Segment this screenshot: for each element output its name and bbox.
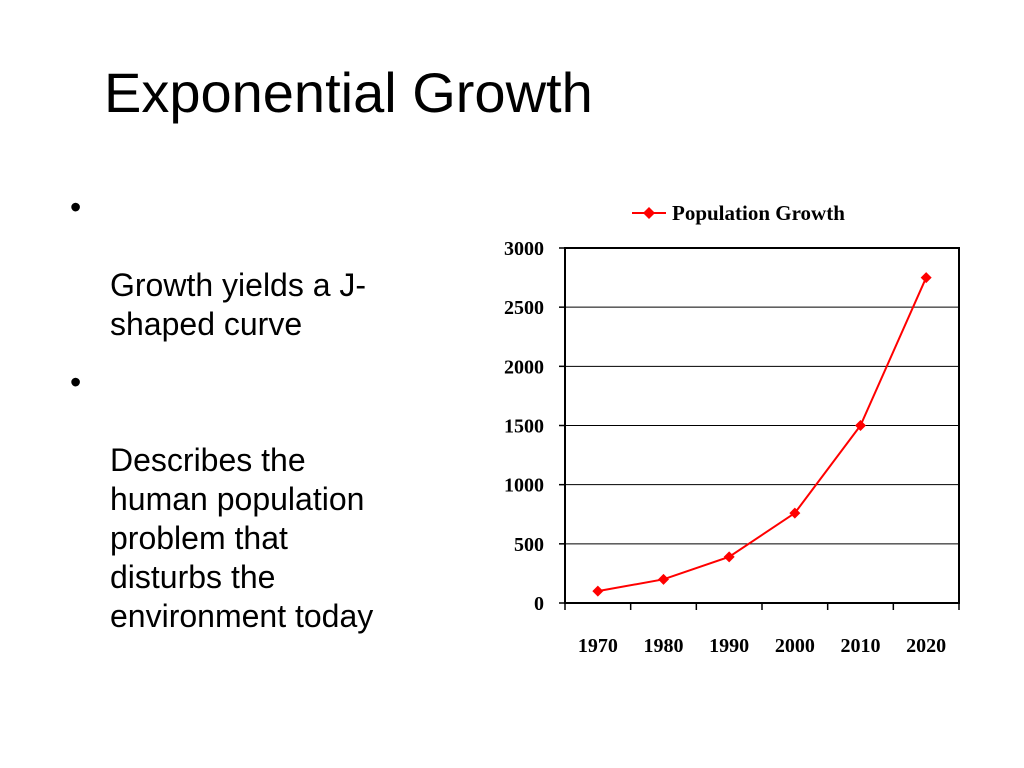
series-line [597,277,928,593]
population-growth-chart: Population Growth 0 500 1000 1500 2000 2500 30… [504,201,960,657]
x-tick-label: 1970 [578,635,618,657]
legend-label: Population Growth [672,201,845,225]
bullet-list: • Growth yields a J- shaped curve • Desc… [70,188,460,655]
x-tick-label: 2010 [841,635,881,657]
slide-title: Exponential Growth [104,61,593,124]
bullet-item: • Growth yields a J- shaped curve [70,188,460,344]
y-tick-label: 500 [514,534,544,556]
y-tick-label: 0 [534,593,544,615]
data-point [920,272,932,284]
data-point [723,551,735,563]
bullet-item: • Describes the human population problem… [70,363,460,636]
y-tick-label: 2000 [504,356,544,378]
x-tick-label: 1980 [644,635,684,657]
data-point [855,420,866,431]
bullet-text: Describes the human population problem t… [110,442,374,634]
x-tick-label: 1990 [709,635,749,657]
legend-marker [643,207,655,219]
bullet-mark: • [70,189,82,225]
y-tick-label: 2500 [504,297,544,319]
y-tick-label: 3000 [504,238,544,260]
x-tick-label: 2020 [906,635,946,657]
bullet-text: Growth yields a J- shaped curve [110,267,367,342]
bullet-mark: • [70,364,82,400]
data-point [658,573,669,585]
data-point [789,507,801,519]
chart-legend: Population Growth [632,201,845,225]
y-tick-label: 1500 [504,416,544,438]
data-point [592,585,604,597]
y-tick-label: 1000 [504,475,544,497]
x-tick-label: 2000 [775,635,815,657]
